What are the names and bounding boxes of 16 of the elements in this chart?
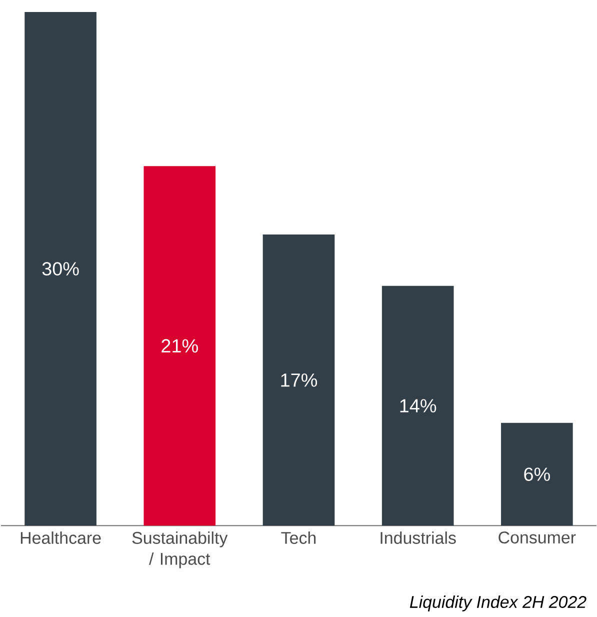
data-label: 6%: [524, 468, 550, 481]
bar: [382, 286, 454, 526]
bar: [24, 12, 96, 526]
data-label: 14%: [400, 399, 436, 412]
x-tick-label: Healthcare: [20, 531, 101, 544]
bar: [500, 422, 573, 526]
x-tick-label: Tech: [280, 531, 316, 544]
bar: [262, 234, 334, 526]
x-tick-label: Consumer: [498, 531, 576, 544]
data-label: 17%: [281, 373, 317, 387]
data-label: 30%: [42, 262, 79, 276]
text: Liquidity Index 2H 2022: [410, 596, 586, 612]
x-tick-label: Industrials: [380, 531, 456, 544]
data-label: 21%: [161, 339, 198, 353]
bar: [144, 166, 216, 526]
x-tick-label: Sustainabilty / Impact: [132, 531, 228, 568]
